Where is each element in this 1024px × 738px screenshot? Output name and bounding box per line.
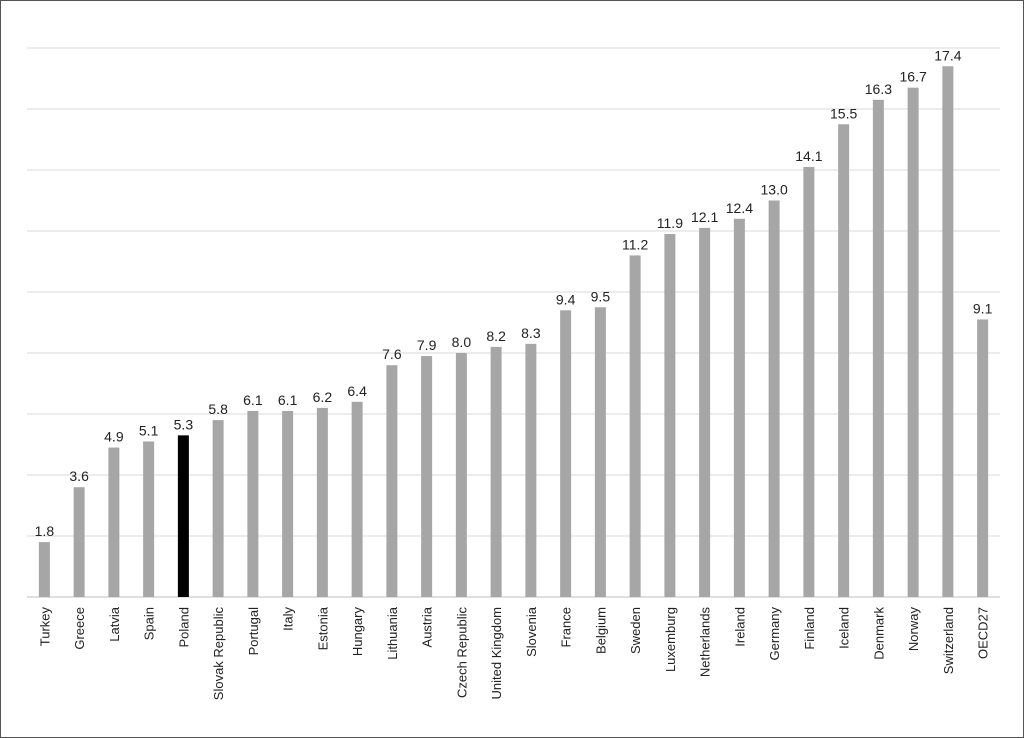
data-label: 14.1 (795, 148, 822, 164)
bar (421, 356, 433, 597)
bar (594, 307, 606, 597)
data-label: 4.9 (104, 429, 124, 445)
category-label: Slovak Republic (211, 607, 226, 701)
category-label: Belgium (593, 607, 608, 654)
category-label: Czech Republic (454, 607, 469, 699)
data-label: 5.1 (139, 422, 159, 438)
data-label: 9.5 (591, 288, 611, 304)
data-label: 16.7 (900, 69, 927, 85)
bar (560, 310, 572, 597)
category-label: United Kingdom (489, 607, 504, 700)
category-label: Latvia (107, 606, 122, 641)
data-label: 8.0 (452, 334, 472, 350)
category-label: France (559, 607, 574, 647)
data-label: 13.0 (761, 182, 788, 198)
data-label: 8.3 (521, 325, 541, 341)
bar (907, 87, 919, 598)
bar (872, 99, 884, 597)
category-label: Turkey (37, 607, 52, 647)
data-label: 7.9 (417, 337, 437, 353)
bar (768, 200, 780, 597)
data-label: 16.3 (865, 81, 892, 97)
gridlines (27, 47, 1000, 598)
bar (699, 227, 711, 597)
data-label: 5.8 (208, 401, 228, 417)
data-label: 5.3 (174, 416, 194, 432)
bar (629, 255, 641, 597)
category-label: Slovenia (524, 606, 539, 657)
category-label: Italy (281, 607, 296, 631)
category-label: OECD27 (976, 607, 991, 659)
data-label: 12.4 (726, 200, 753, 216)
category-label: Iceland (837, 607, 852, 649)
category-label: Spain (142, 607, 157, 640)
category-label: Hungary (350, 607, 365, 657)
category-label: Netherlands (698, 607, 713, 678)
bars (38, 66, 989, 598)
data-label: 8.2 (486, 328, 506, 344)
category-label: Poland (176, 607, 191, 647)
bar (143, 441, 155, 597)
bar (664, 234, 676, 598)
category-label: Austria (420, 606, 435, 647)
bar (38, 542, 50, 597)
bar (803, 166, 815, 597)
value-labels: 1.8 3.6 4.9 5.1 5.3 5.8 6.1 6.1 6.2 6.4 7.6 7.9 8.0 8… (35, 47, 993, 539)
category-label: Denmark (871, 607, 886, 660)
data-label: 3.6 (69, 468, 89, 484)
bar (838, 124, 850, 597)
data-label: 11.2 (622, 236, 648, 252)
category-label: Lithuania (385, 606, 400, 660)
bar (247, 410, 259, 597)
data-label: 9.1 (973, 300, 993, 316)
bar (177, 435, 189, 597)
data-label: 6.1 (243, 392, 263, 408)
bar (73, 487, 85, 597)
category-labels: Turkey Greece Latvia Spain Poland Slovak Repu… (37, 606, 990, 700)
bar (108, 447, 120, 597)
category-label: Finland (802, 607, 817, 650)
category-label: Sweden (628, 607, 643, 654)
bar (525, 343, 537, 597)
bar (942, 66, 954, 598)
data-label: 6.1 (278, 392, 298, 408)
data-label: 1.8 (35, 523, 55, 539)
category-label: Portugal (246, 607, 261, 656)
data-label: 11.9 (657, 215, 683, 231)
category-label: Ireland (732, 607, 747, 647)
data-label: 15.5 (830, 105, 857, 121)
data-label: 7.6 (382, 346, 402, 362)
bar (282, 410, 294, 597)
bar (212, 420, 224, 597)
data-label: 6.4 (347, 383, 367, 399)
bar (733, 218, 745, 598)
category-label: Norway (906, 607, 921, 652)
bar (490, 346, 502, 597)
data-label: 6.2 (313, 389, 333, 405)
bar (316, 407, 328, 597)
bar (386, 365, 398, 597)
data-label: 12.1 (691, 209, 718, 225)
bar (351, 401, 363, 597)
bar (455, 353, 467, 597)
data-label: 9.4 (556, 291, 576, 307)
category-label: Switzerland (941, 607, 956, 674)
category-label: Luxemburg (663, 607, 678, 672)
category-label: Greece (72, 607, 87, 650)
bar (977, 319, 989, 597)
data-label: 17.4 (934, 47, 961, 63)
category-label: Germany (767, 607, 782, 661)
category-label: Estonia (315, 606, 330, 650)
